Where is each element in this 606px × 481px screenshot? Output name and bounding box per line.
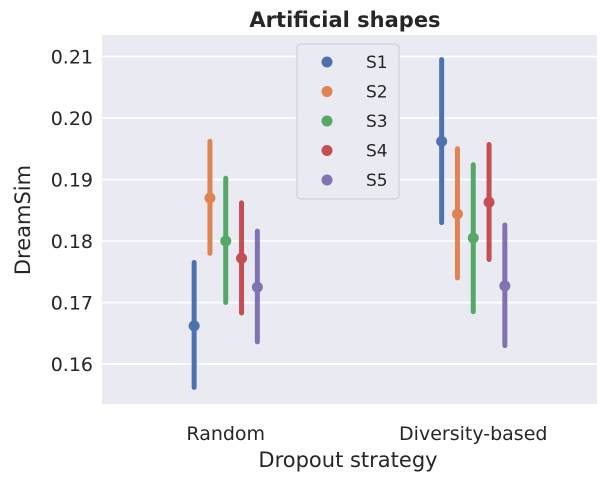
legend-label-s5: S5 <box>366 171 388 191</box>
point-s4-1 <box>483 196 495 208</box>
y-tick-label-4: 0.20 <box>51 108 93 130</box>
legend-items: S1 S2 S3 S4 S5 <box>321 53 388 191</box>
x-tick-labels: Random Diversity-based <box>186 423 547 445</box>
point-s2-1 <box>451 208 463 220</box>
y-tick-label-0: 0.16 <box>51 354 93 376</box>
y-tick-label-5: 0.21 <box>51 47 93 69</box>
legend-label-s3: S3 <box>366 112 388 132</box>
point-s5-0 <box>251 281 263 293</box>
point-s2-0 <box>204 192 216 204</box>
point-s5-1 <box>499 280 511 292</box>
legend-label-s4: S4 <box>366 142 388 162</box>
legend-marker-s2 <box>321 86 333 97</box>
legend-marker-s4 <box>321 145 333 156</box>
legend-marker-s5 <box>321 174 333 186</box>
point-s1-0 <box>188 320 200 332</box>
legend-box <box>296 43 400 200</box>
y-tick-label-2: 0.18 <box>51 231 93 253</box>
point-s1-1 <box>436 135 448 147</box>
point-s4-0 <box>236 252 248 264</box>
y-axis-label: DreamSim <box>11 165 35 275</box>
legend-marker-s3 <box>321 115 333 127</box>
chart-title: Artificial shapes <box>249 8 440 32</box>
data-marks <box>188 57 511 390</box>
x-axis-label: Dropout strategy <box>258 448 437 472</box>
point-s3-1 <box>467 232 479 244</box>
y-tick-labels: 0.16 0.17 0.18 0.19 0.20 0.21 <box>51 47 93 376</box>
legend-label-s1: S1 <box>366 53 388 73</box>
x-tick-label-1: Diversity-based <box>399 423 547 445</box>
y-tick-label-3: 0.19 <box>51 170 93 192</box>
point-s3-0 <box>220 235 232 247</box>
y-tick-label-1: 0.17 <box>51 293 93 315</box>
legend-label-s2: S2 <box>366 83 388 103</box>
legend: S1 S2 S3 S4 S5 <box>296 43 400 200</box>
x-tick-label-0: Random <box>186 423 265 445</box>
legend-marker-s1 <box>321 56 333 68</box>
